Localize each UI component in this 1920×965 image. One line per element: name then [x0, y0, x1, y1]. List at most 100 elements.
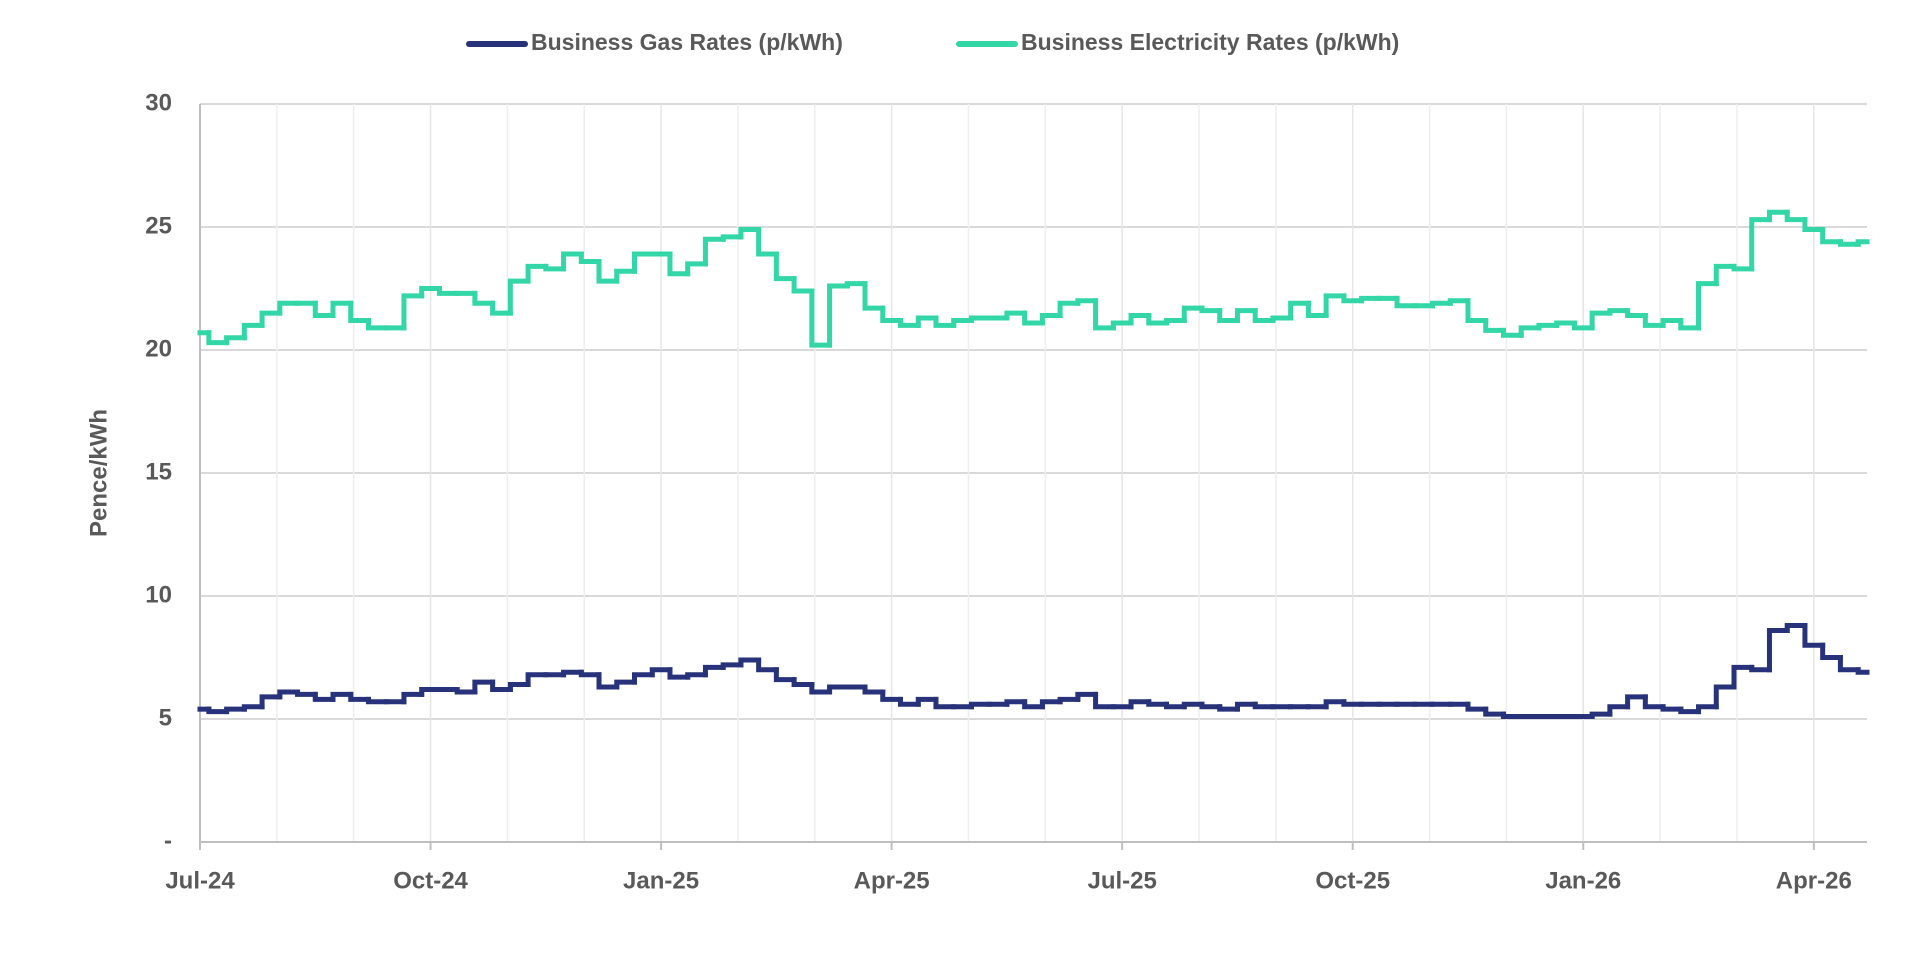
line-step — [685, 261, 708, 277]
x-tick-label: Apr-25 — [854, 867, 930, 894]
line-step — [1341, 293, 1365, 304]
line-step — [543, 263, 567, 272]
y-tick-label: - — [164, 827, 172, 854]
line-step — [259, 310, 283, 328]
y-axis-label: Pence/kWh — [85, 409, 112, 537]
line-step — [1784, 623, 1808, 633]
line-step — [1305, 300, 1329, 319]
line-step — [1234, 701, 1258, 712]
y-tick-label: 20 — [145, 335, 172, 362]
y-tick-label: 15 — [145, 458, 172, 485]
line-step — [1749, 217, 1772, 272]
line-step — [1483, 317, 1506, 333]
line-step — [1252, 308, 1276, 323]
line-step — [259, 694, 283, 710]
x-tick-label: Jul-24 — [165, 867, 235, 894]
line-step — [968, 701, 992, 710]
x-tick-label: Apr-26 — [1776, 867, 1852, 894]
line-step — [1110, 320, 1134, 331]
line-step — [436, 286, 460, 296]
line-step — [1607, 308, 1631, 316]
line-step — [915, 315, 939, 328]
line-step — [862, 684, 886, 695]
line-step — [1164, 317, 1187, 326]
line-step — [773, 667, 797, 683]
line-step — [1128, 313, 1152, 326]
line-step — [1323, 293, 1347, 319]
line-step — [1820, 642, 1843, 660]
line-step — [756, 226, 779, 257]
line-step — [1500, 327, 1524, 338]
line-step — [1802, 623, 1826, 648]
line-step — [631, 251, 655, 274]
line-step — [880, 305, 903, 323]
line-step — [1234, 308, 1258, 323]
line-step — [224, 706, 247, 715]
line-step — [1323, 699, 1347, 710]
line-step — [1642, 694, 1666, 710]
line-step — [862, 281, 886, 311]
line-step — [454, 686, 478, 695]
line-step — [1536, 322, 1560, 331]
line-step — [1837, 239, 1861, 247]
line-step — [1465, 298, 1489, 323]
line-step — [1820, 226, 1843, 245]
y-tick-label: 10 — [145, 581, 172, 608]
line-step — [401, 293, 425, 331]
line-step — [1518, 325, 1542, 338]
line-step — [1093, 691, 1116, 710]
line-step — [1855, 667, 1870, 675]
line-step — [1696, 281, 1719, 331]
line-step — [631, 672, 655, 685]
line-step — [1642, 313, 1666, 328]
line-step — [738, 226, 762, 240]
line-step — [1802, 217, 1826, 232]
line-step — [1855, 239, 1870, 247]
line-step — [1075, 691, 1099, 702]
line-step — [1430, 300, 1453, 309]
line-step — [490, 300, 513, 316]
line-step — [507, 682, 531, 692]
legend-label: Business Gas Rates (p/kWh) — [531, 29, 843, 55]
x-tick-label: Jul-25 — [1087, 867, 1156, 894]
line-step — [348, 300, 371, 323]
line-step — [1359, 295, 1382, 304]
line-step — [915, 696, 939, 707]
line-step — [933, 696, 957, 710]
line-step — [827, 283, 850, 348]
line-step — [1465, 701, 1489, 712]
line-step — [1713, 263, 1737, 287]
line-step — [773, 251, 797, 282]
line-step — [1784, 209, 1808, 223]
line-step — [1217, 308, 1240, 323]
line-step — [968, 315, 992, 323]
line-step — [844, 281, 868, 289]
line-step — [277, 689, 301, 700]
line-step — [525, 263, 549, 284]
line-step — [1837, 655, 1861, 673]
line-step — [330, 300, 354, 319]
line-step — [809, 682, 833, 695]
line-step — [596, 672, 620, 690]
line-step — [1217, 704, 1240, 712]
line-step — [365, 696, 389, 705]
y-tick-label: 5 — [159, 704, 172, 731]
line-step — [1678, 317, 1702, 331]
line-step — [614, 679, 637, 690]
line-step — [720, 662, 744, 670]
line-step — [1199, 305, 1223, 314]
line-step — [791, 276, 815, 294]
line-step — [1713, 684, 1737, 710]
line-step — [507, 278, 531, 316]
line-step — [312, 300, 336, 319]
line-step — [1589, 310, 1613, 331]
line-step — [1571, 320, 1595, 331]
line-step — [1660, 704, 1684, 712]
line-step — [1181, 701, 1205, 710]
legend-label: Business Electricity Rates (p/kWh) — [1021, 29, 1399, 55]
line-step — [206, 706, 230, 715]
line-step — [1128, 699, 1152, 710]
line-step — [525, 672, 549, 688]
line-step — [1394, 295, 1418, 309]
